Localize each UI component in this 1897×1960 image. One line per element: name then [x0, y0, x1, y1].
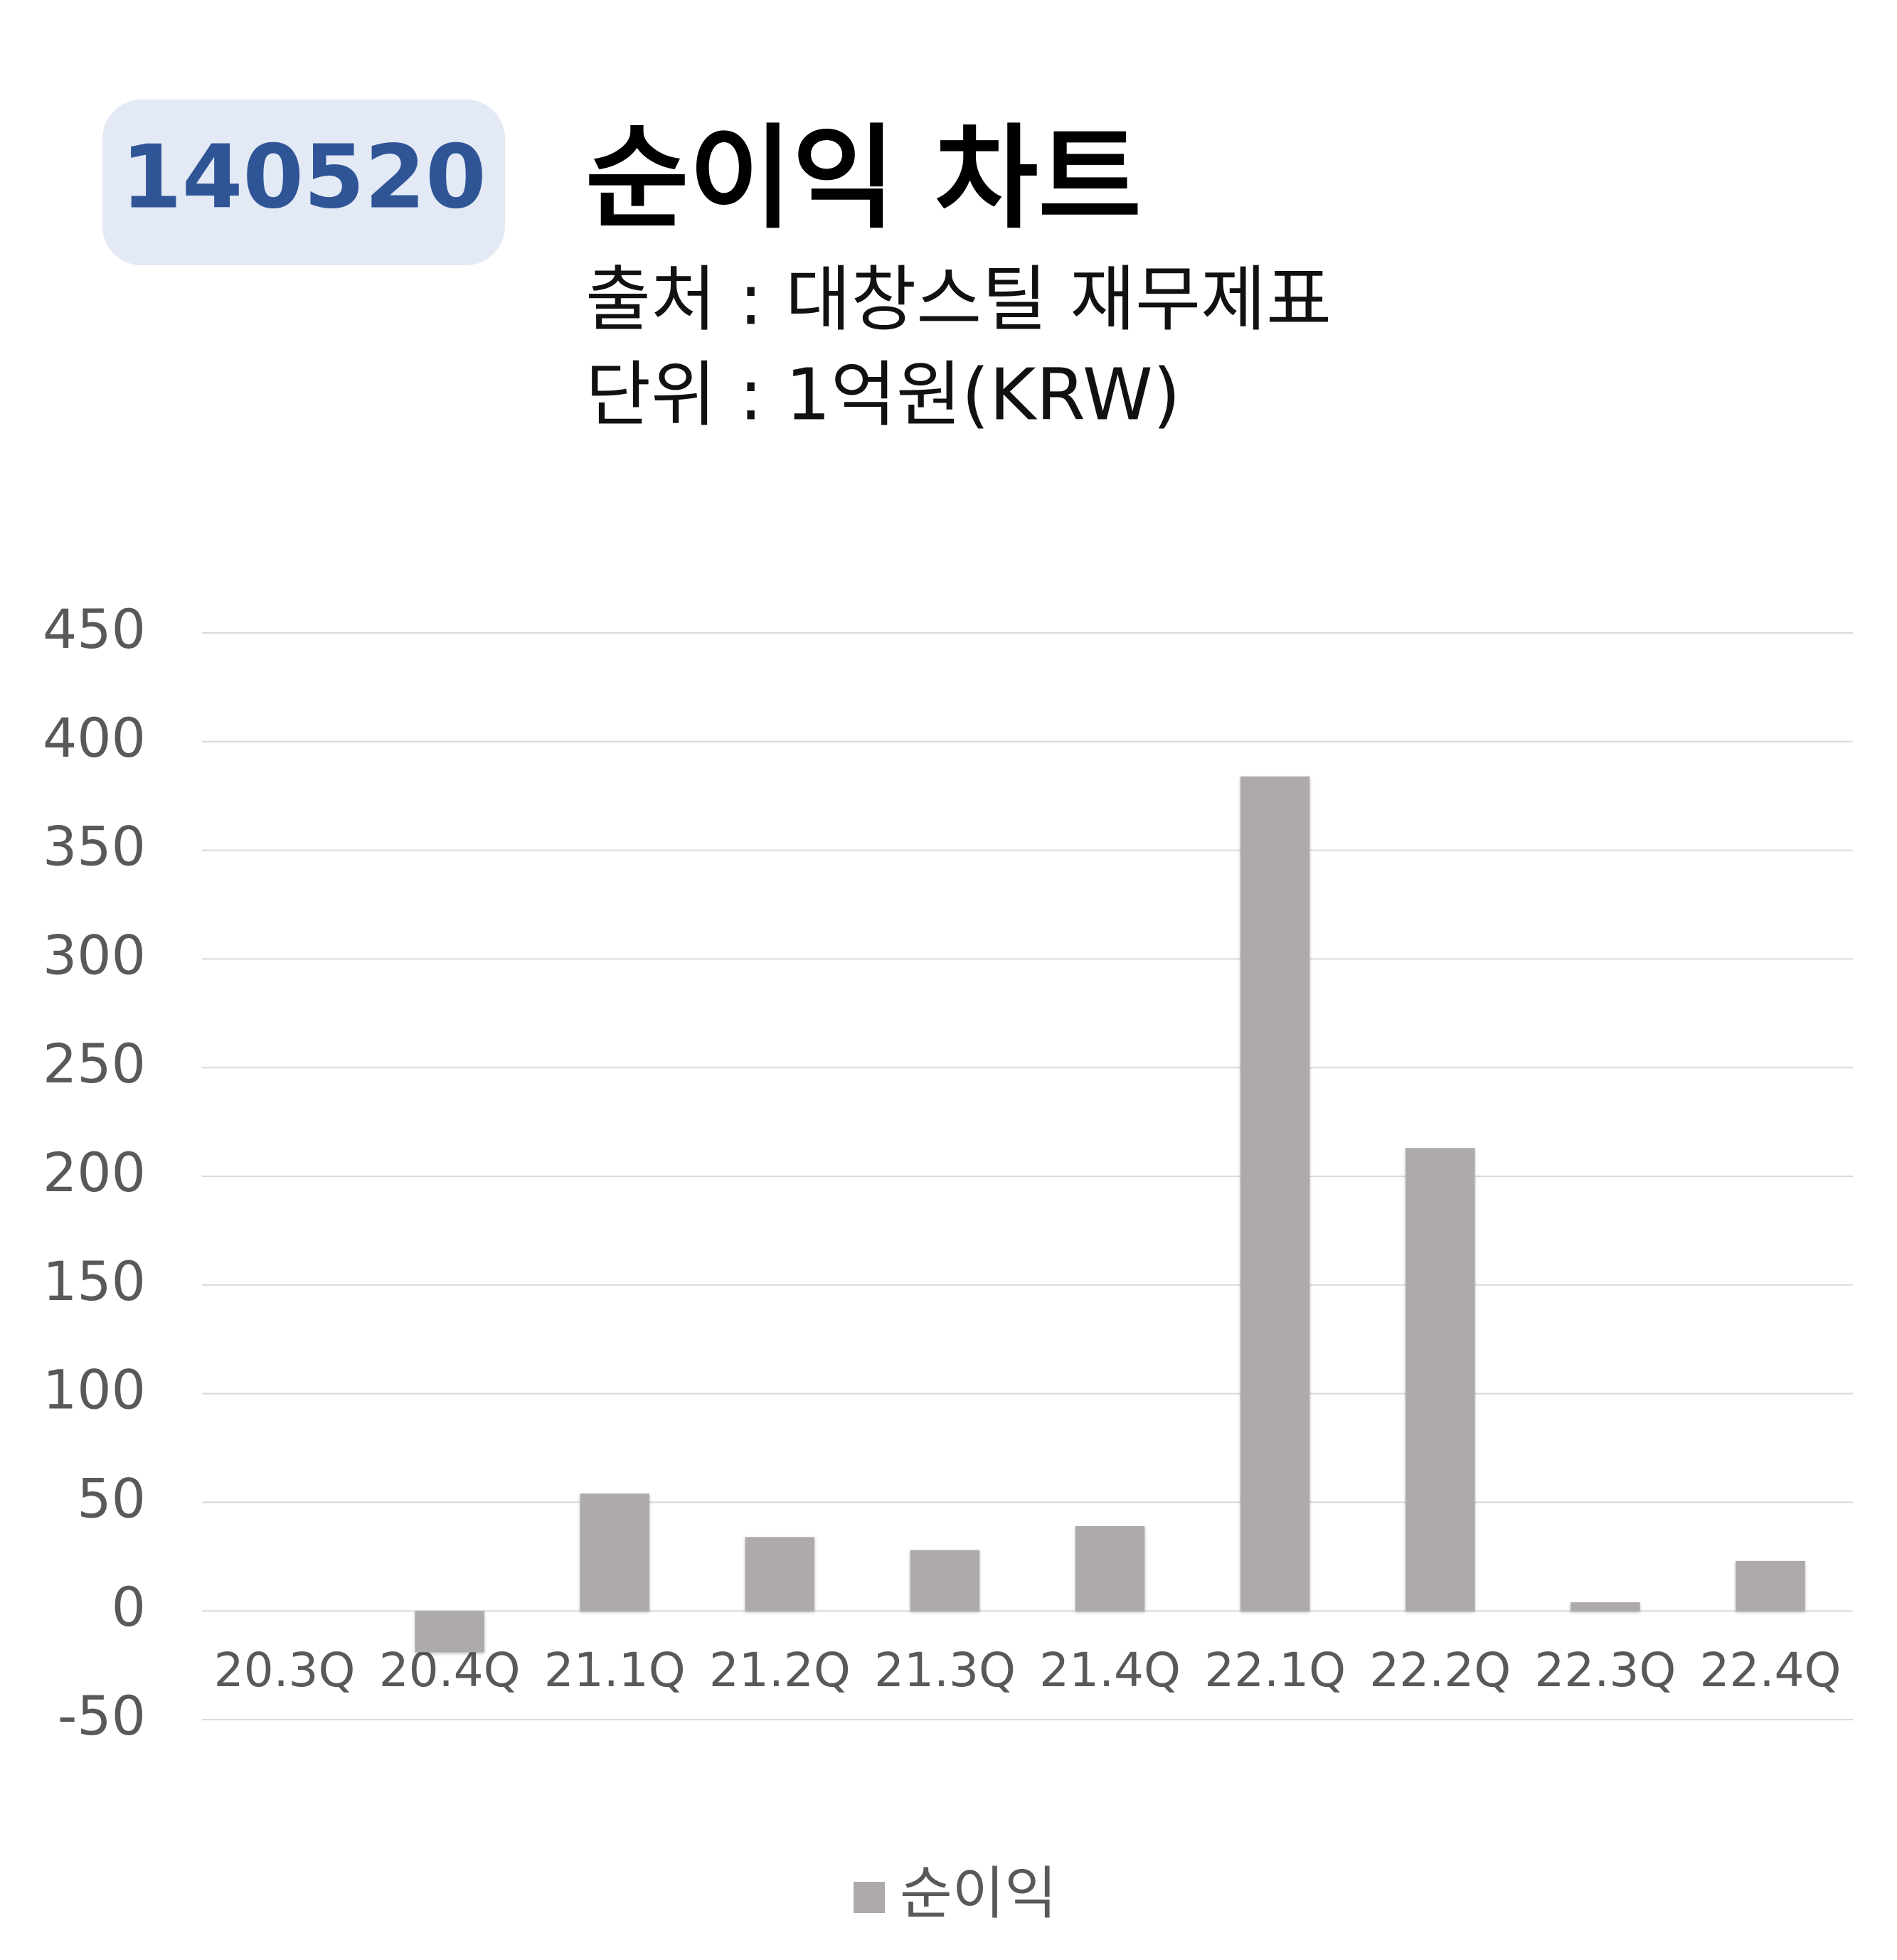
chart-title: 순이익 차트	[585, 113, 1142, 244]
subtitle: 출처 : 대창스틸 재무제표	[585, 257, 1332, 341]
legend-swatch	[854, 1882, 885, 1913]
bar	[1075, 1526, 1145, 1612]
y-tick-label: 50	[77, 1466, 146, 1530]
bar	[415, 1611, 484, 1653]
badge: 140520	[121, 127, 487, 229]
bar	[745, 1537, 815, 1612]
bar	[1240, 776, 1310, 1612]
bar	[1571, 1602, 1640, 1612]
bar	[1406, 1148, 1475, 1612]
x-tick-label: 21.1Q	[544, 1643, 686, 1698]
subtitle: 단위 : 1억원(KRW)	[585, 353, 1181, 436]
x-tick-label: 20.3Q	[214, 1643, 356, 1698]
y-tick-label: 0	[112, 1575, 146, 1639]
legend-label: 순이익	[900, 1860, 1057, 1927]
y-tick-label: -50	[58, 1684, 146, 1747]
x-tick-label: 21.3Q	[874, 1643, 1016, 1698]
x-tick-label: 22.2Q	[1369, 1643, 1511, 1698]
bar	[1736, 1560, 1805, 1612]
y-tick-label: 100	[43, 1358, 146, 1422]
y-tick-label: 350	[43, 815, 146, 878]
bar	[910, 1550, 980, 1612]
y-tick-label: 250	[43, 1032, 146, 1095]
x-tick-label: 22.3Q	[1534, 1643, 1676, 1698]
bar	[580, 1493, 649, 1612]
x-tick-label: 22.1Q	[1204, 1643, 1346, 1698]
x-tick-label: 21.4Q	[1039, 1643, 1181, 1698]
badge-box	[102, 100, 505, 265]
y-tick-label: 400	[43, 706, 146, 769]
y-tick-label: 200	[43, 1141, 146, 1204]
y-tick-label: 150	[43, 1250, 146, 1313]
x-tick-label: 21.2Q	[709, 1643, 851, 1698]
y-tick-label: 300	[43, 923, 146, 986]
x-tick-label: 22.4Q	[1699, 1643, 1841, 1698]
y-tick-label: 450	[43, 597, 146, 661]
